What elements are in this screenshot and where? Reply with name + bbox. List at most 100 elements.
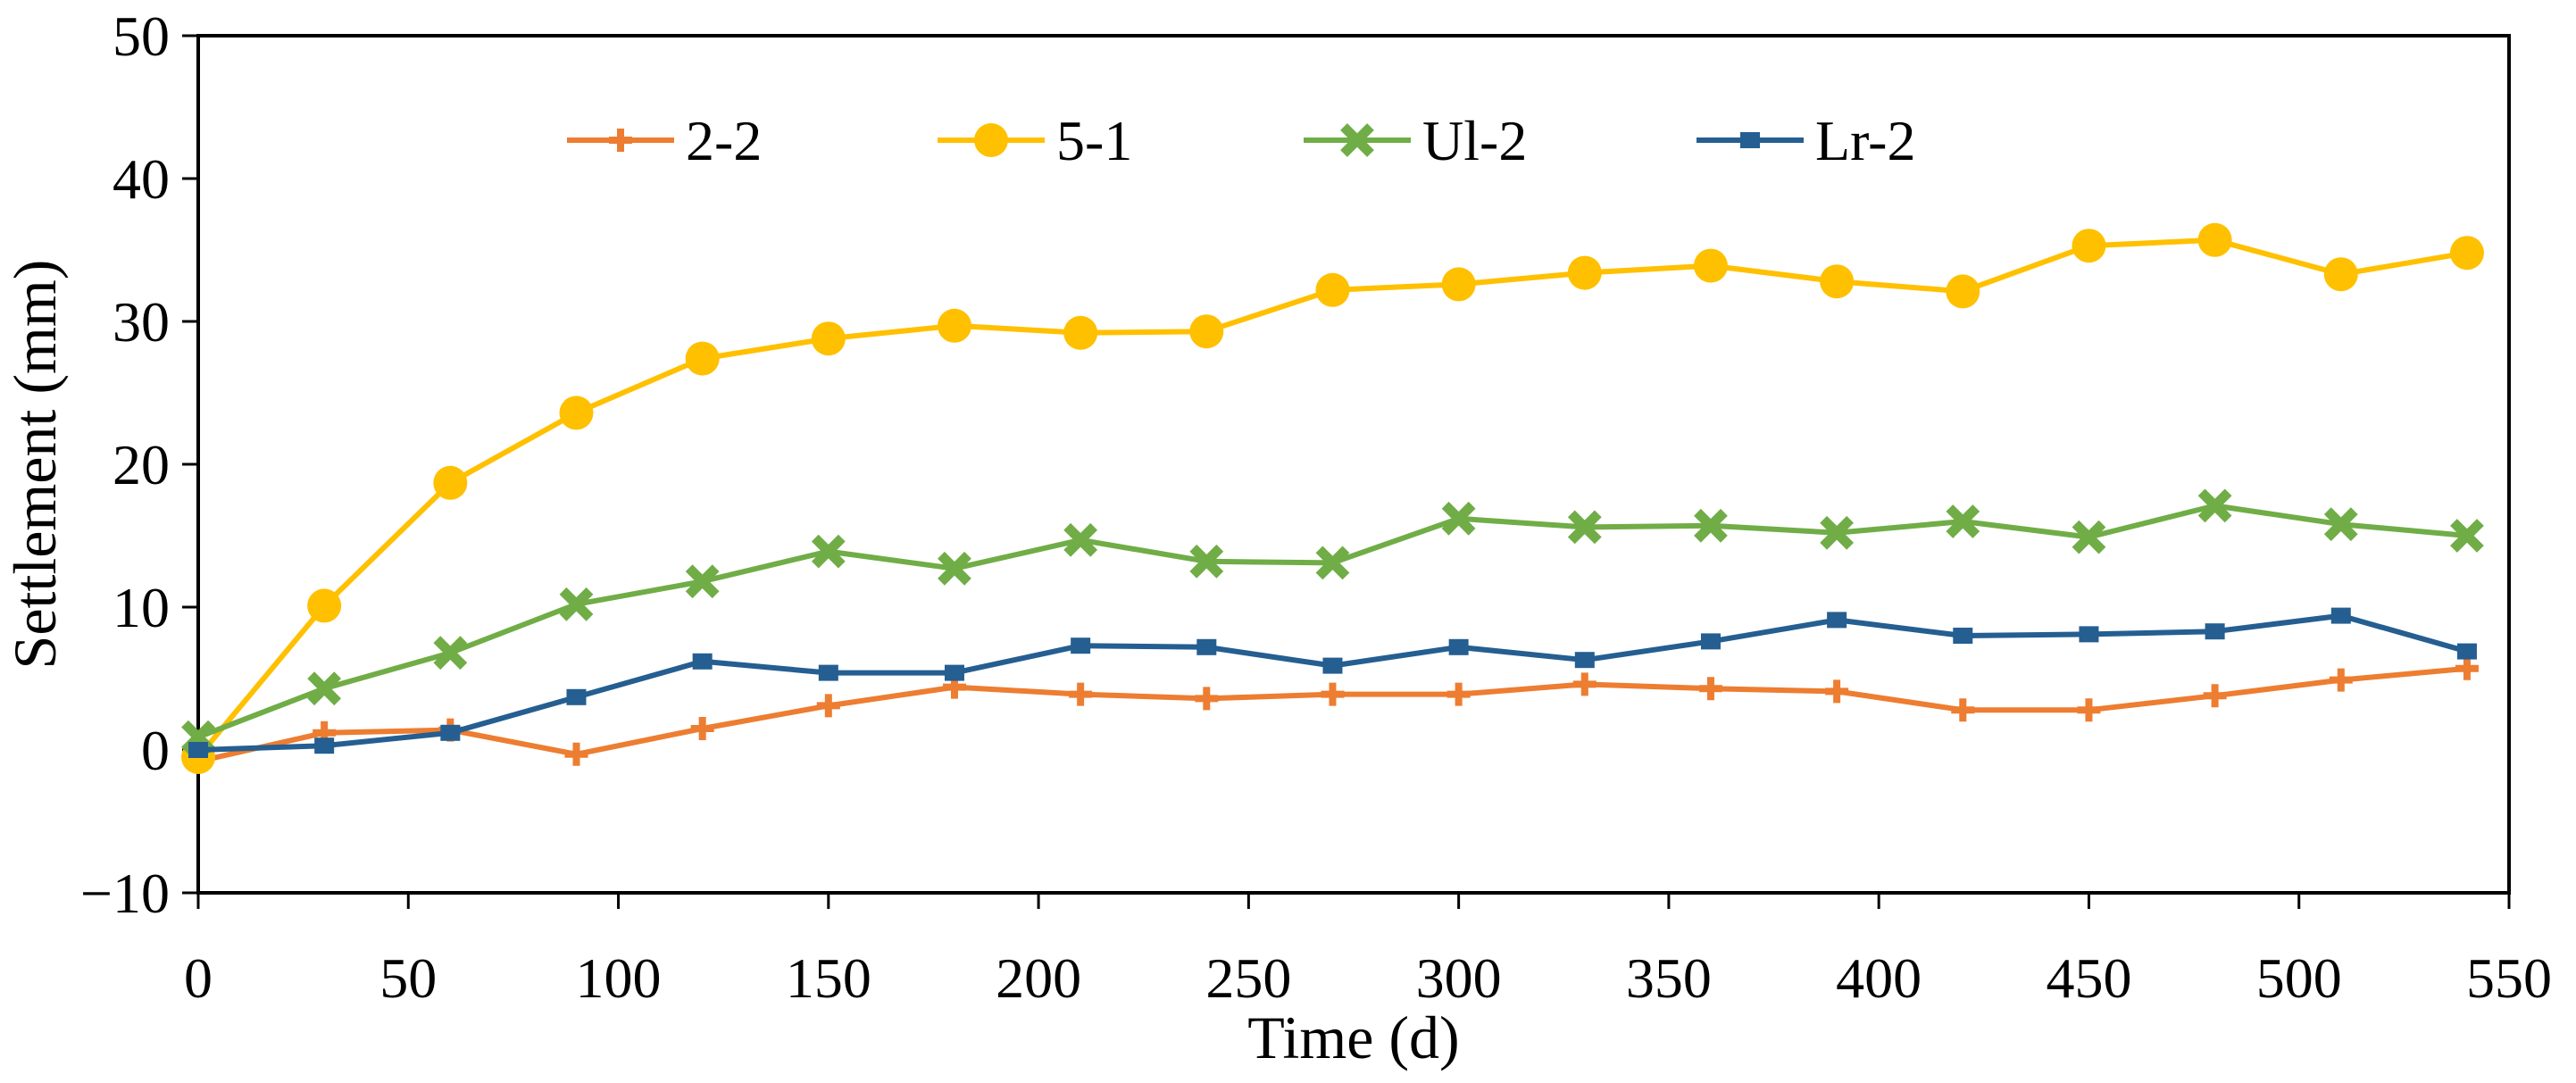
data-point-lr-2 — [1448, 638, 1469, 655]
x-axis-title: Time (d) — [1247, 1004, 1459, 1071]
data-point-2-2 — [1195, 687, 1219, 711]
series-line-5-1 — [196, 237, 2468, 759]
data-point-ul-2 — [2450, 519, 2484, 553]
data-point-lr-2 — [2205, 623, 2225, 640]
data-point-lr-2 — [1574, 652, 1595, 669]
x-tick-label: 400 — [1836, 946, 1922, 1010]
data-point-ul-2 — [1946, 504, 1980, 538]
x-tick-label: 550 — [2466, 946, 2552, 1010]
data-point-2-2 — [564, 742, 588, 766]
data-point-ul-2 — [307, 671, 342, 706]
data-point-lr-2 — [2456, 643, 2477, 660]
data-point-5-1 — [2449, 236, 2484, 271]
data-point-5-1 — [1693, 248, 1728, 283]
data-point-2-2 — [2455, 656, 2479, 680]
y-axis-title: Settlement (mm) — [1, 260, 69, 670]
y-tick-label: 40 — [113, 147, 170, 211]
data-point-2-2 — [816, 694, 840, 718]
data-point-lr-2 — [440, 724, 461, 741]
data-point-lr-2 — [2330, 607, 2351, 624]
data-point-5-1 — [1063, 315, 1098, 350]
data-point-ul-2 — [811, 534, 846, 569]
data-point-5-1 — [559, 396, 594, 430]
data-point-2-2 — [2329, 668, 2353, 692]
x-axis: 0 50 100 150 200 250 300 350 400 450 500 550 — [184, 893, 2552, 1010]
data-point-lr-2 — [1827, 612, 1847, 629]
data-point-5-1 — [1820, 264, 1855, 299]
data-point-2-2 — [1698, 677, 1722, 701]
data-point-ul-2 — [433, 636, 468, 671]
legend-swatch-marker-ul-2 — [1340, 123, 1374, 157]
data-point-2-2 — [2203, 684, 2227, 708]
data-point-5-1 — [685, 341, 720, 376]
data-point-lr-2 — [1953, 628, 1973, 644]
x-tick-label: 0 — [184, 946, 213, 1010]
legend-label-lr-2: Lr-2 — [1815, 109, 1915, 172]
data-point-5-1 — [1441, 267, 1476, 302]
data-point-ul-2 — [685, 564, 720, 599]
data-point-lr-2 — [188, 742, 208, 758]
data-point-lr-2 — [2079, 626, 2099, 643]
series-line-2-2 — [197, 665, 2468, 764]
data-point-lr-2 — [314, 737, 335, 754]
data-point-2-2 — [690, 717, 714, 740]
y-tick-label: 10 — [113, 576, 170, 639]
data-point-5-1 — [1946, 274, 1980, 309]
series-layer — [181, 222, 2484, 774]
x-tick-label: 50 — [379, 946, 437, 1010]
data-point-ul-2 — [1189, 544, 1224, 579]
data-point-ul-2 — [1441, 501, 1476, 536]
data-point-ul-2 — [1315, 546, 1350, 580]
x-tick-label: 200 — [996, 946, 1081, 1010]
data-point-2-2 — [2077, 698, 2101, 722]
legend-item-lr-2: Lr-2 — [1696, 109, 1915, 172]
data-point-5-1 — [1189, 314, 1224, 349]
legend-label-ul-2: Ul-2 — [1422, 109, 1527, 172]
data-point-2-2 — [1446, 682, 1471, 706]
legend-label-2-2: 2-2 — [686, 109, 762, 172]
data-point-ul-2 — [2197, 488, 2232, 523]
x-tick-label: 300 — [1416, 946, 1502, 1010]
data-point-lr-2 — [566, 688, 587, 705]
data-point-5-1 — [811, 321, 846, 356]
data-point-lr-2 — [1700, 633, 1721, 650]
data-point-ul-2 — [938, 551, 971, 586]
x-tick-label: 350 — [1626, 946, 1712, 1010]
data-point-5-1 — [2323, 257, 2358, 292]
data-point-2-2 — [1069, 682, 1093, 706]
data-point-ul-2 — [1820, 515, 1855, 550]
legend: 2-2 5-1 Ul-2 Lr-2 — [567, 109, 1915, 172]
series-ul-2 — [181, 488, 2484, 754]
data-point-2-2 — [1825, 679, 1849, 704]
x-tick-label: 500 — [2256, 946, 2342, 1010]
data-point-lr-2 — [1322, 657, 1343, 674]
legend-label-5-1: 5-1 — [1056, 109, 1132, 172]
data-point-ul-2 — [2072, 520, 2106, 554]
x-tick-label: 250 — [1205, 946, 1291, 1010]
y-tick-label: −10 — [80, 862, 170, 925]
data-point-ul-2 — [559, 587, 594, 621]
y-tick-label: 50 — [113, 4, 170, 68]
data-point-5-1 — [307, 588, 342, 623]
data-point-ul-2 — [1694, 508, 1728, 543]
data-point-2-2 — [1321, 682, 1345, 706]
legend-swatch-marker-5-1 — [974, 123, 1008, 157]
x-tick-label: 100 — [576, 946, 662, 1010]
data-point-lr-2 — [1196, 638, 1217, 655]
y-axis: −10 0 10 20 30 40 50 — [80, 4, 198, 925]
data-point-lr-2 — [692, 653, 713, 670]
legend-item-2-2: 2-2 — [567, 109, 762, 172]
y-tick-label: 0 — [141, 719, 170, 782]
legend-swatch-marker-2-2 — [609, 129, 632, 152]
x-tick-label: 150 — [786, 946, 871, 1010]
data-point-lr-2 — [818, 664, 838, 681]
data-point-lr-2 — [1071, 637, 1091, 654]
data-point-lr-2 — [944, 664, 964, 681]
data-point-ul-2 — [2323, 507, 2358, 542]
legend-swatch-marker-lr-2 — [1740, 132, 1760, 148]
data-point-2-2 — [1572, 672, 1596, 696]
plot-frame — [196, 34, 2511, 895]
series-2-2 — [187, 656, 2479, 773]
data-point-5-1 — [2072, 229, 2106, 263]
